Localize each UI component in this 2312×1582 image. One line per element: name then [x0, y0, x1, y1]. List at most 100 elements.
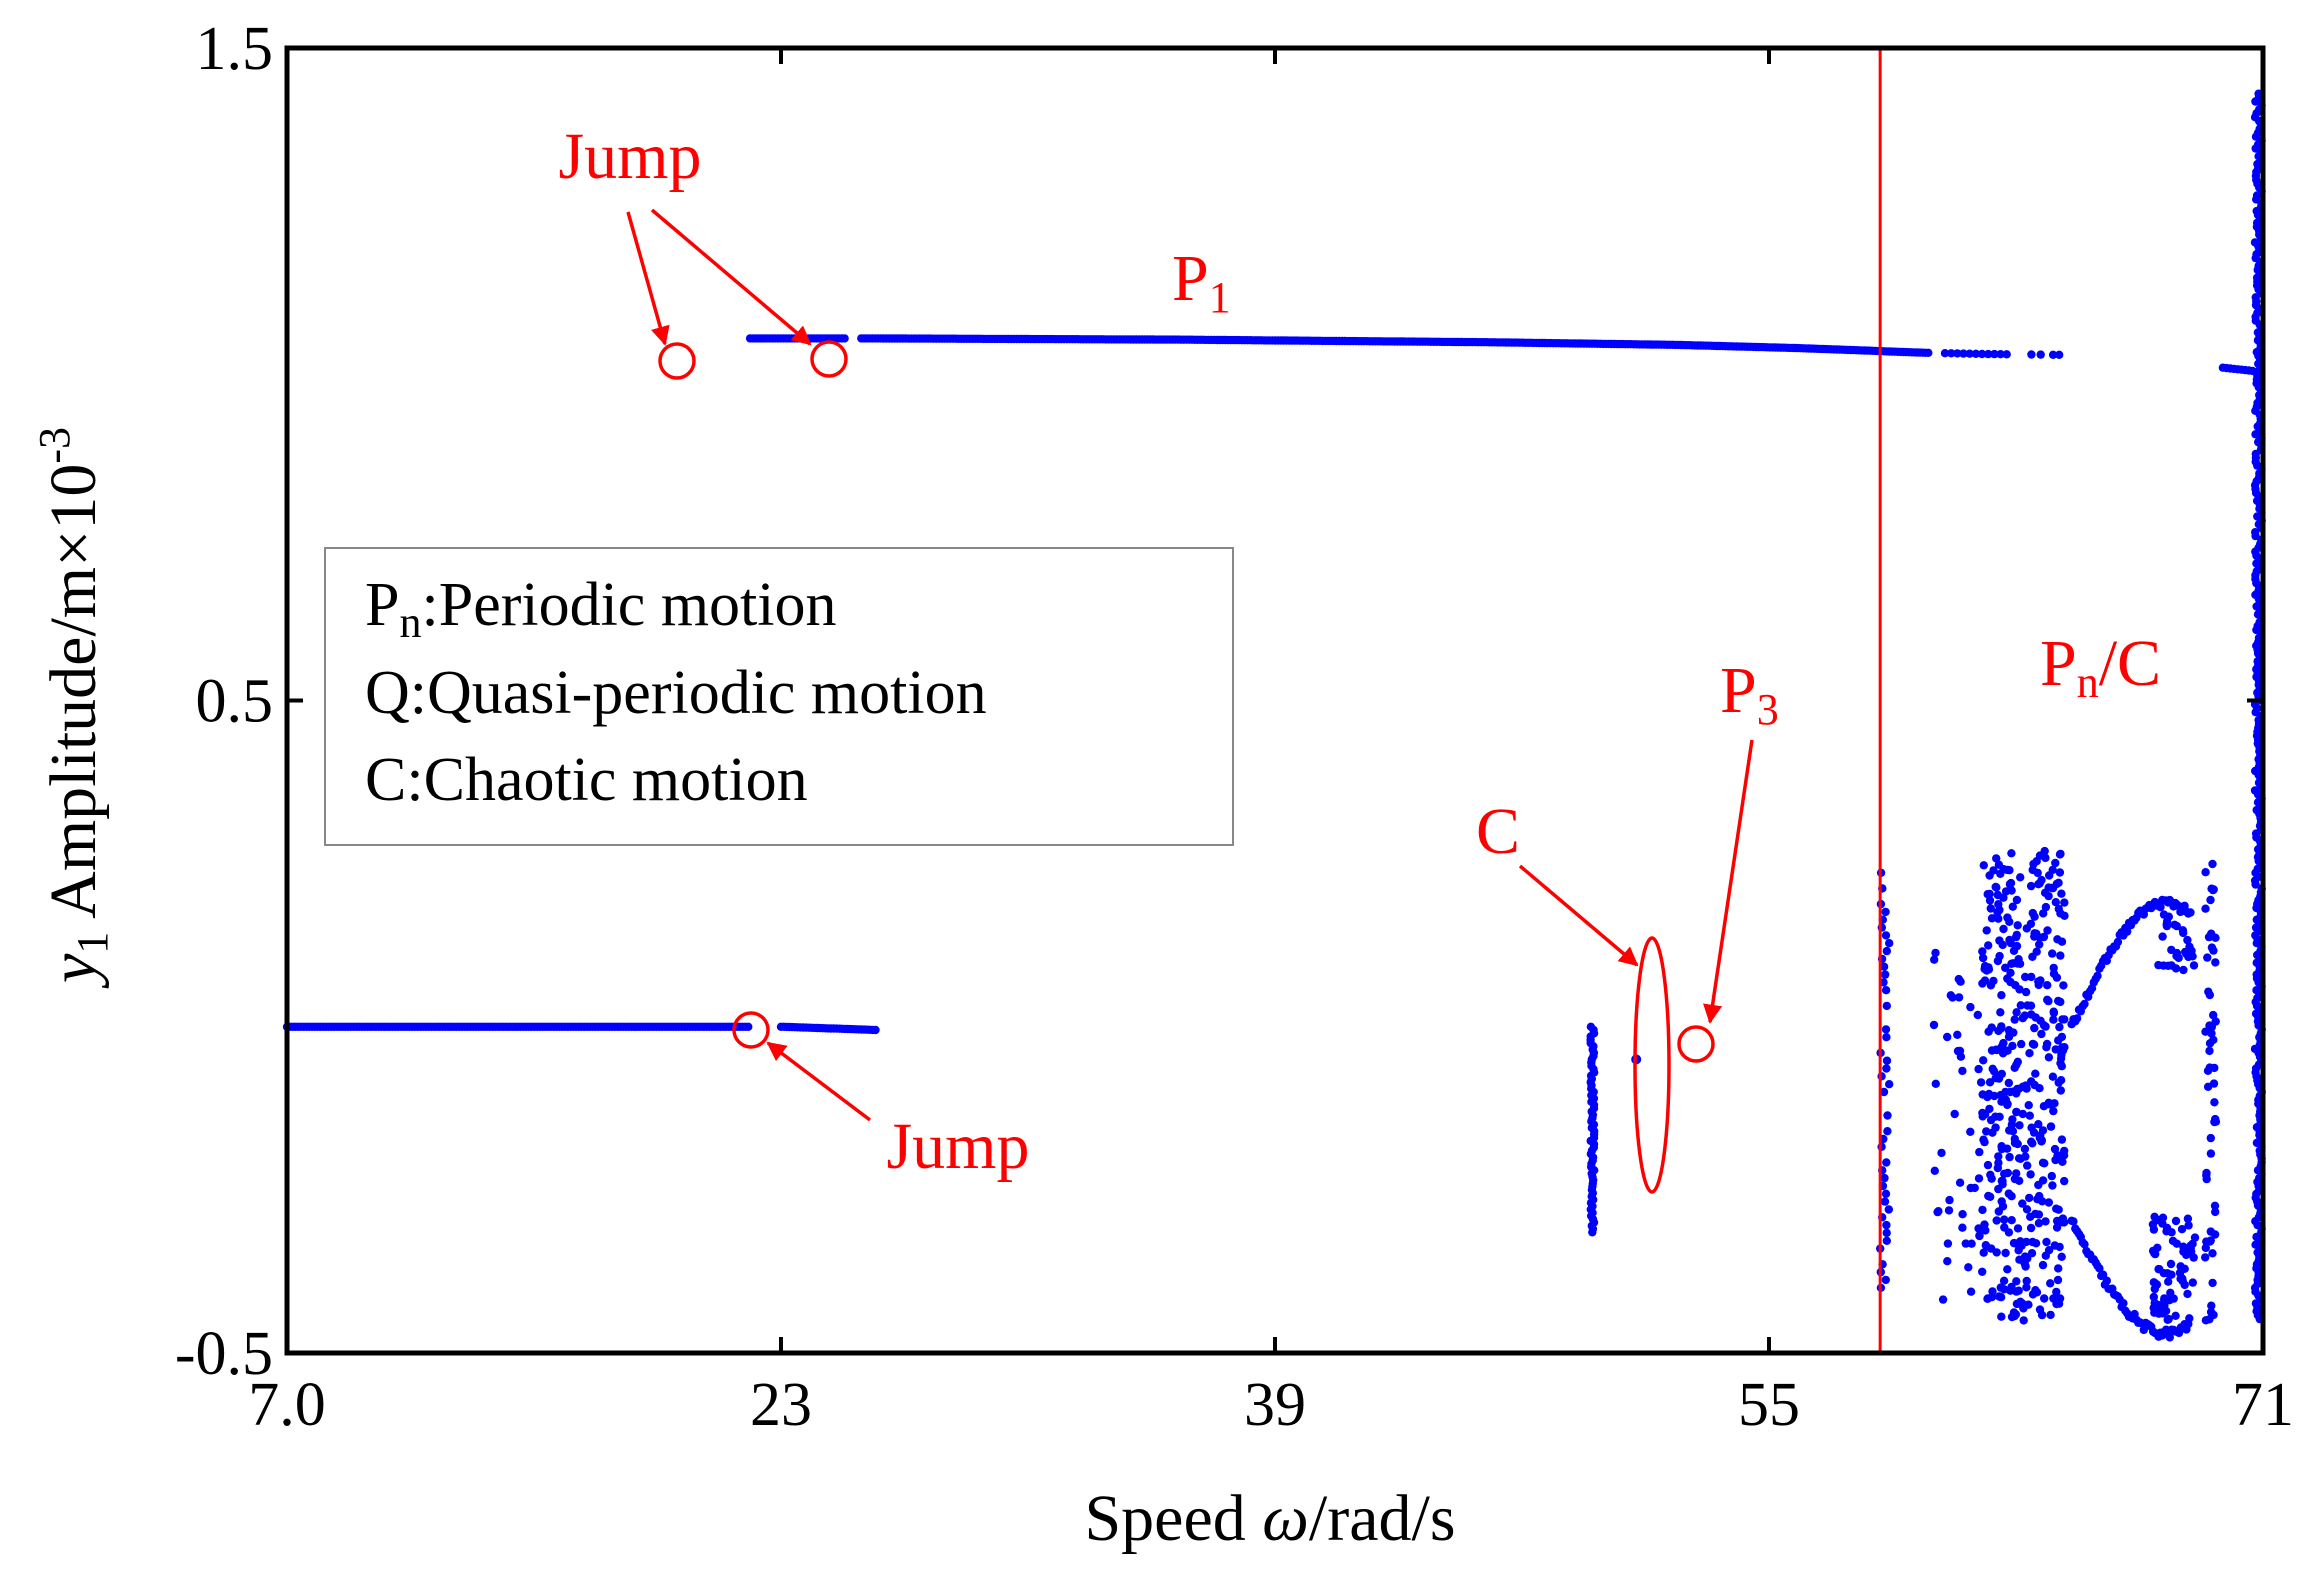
pn-point [2027, 1137, 2036, 1146]
series-point [1953, 349, 1962, 358]
pn-point [1997, 991, 2006, 1000]
y-axis-title: y1 Amplitude/m×10-3 [30, 427, 117, 989]
pn-point [2208, 1249, 2217, 1258]
pn-point [1996, 1008, 2005, 1017]
arrow-jump-upper-right [650, 208, 812, 346]
pn-point [2051, 898, 2060, 907]
pn-point [1881, 1025, 1891, 1034]
pn-point [2058, 1046, 2068, 1055]
pn-point [2014, 1286, 2023, 1295]
y-tick-label: -0.5 [175, 1320, 273, 1388]
pn-point [2013, 921, 2022, 930]
pn-point [1992, 1216, 2001, 1225]
pn-point [2080, 999, 2089, 1009]
pn-point [2011, 981, 2020, 990]
pn-point [2048, 1072, 2058, 1081]
pn-point [2005, 917, 2014, 926]
pn-point [1882, 1064, 1891, 1073]
pn-point [1882, 1056, 1892, 1065]
pn-point [2018, 1199, 2027, 1208]
pn-point [2185, 1314, 2194, 1323]
pn-point [1994, 860, 2004, 869]
x-tick-label: 23 [750, 1371, 812, 1439]
pn-point [1881, 1275, 1891, 1285]
y-tick-label: 0.5 [196, 668, 274, 736]
pn-point [1974, 1064, 1983, 1074]
pn-point [1985, 871, 1994, 880]
pn-point [2026, 881, 2036, 891]
arrow-jump-lower [766, 1041, 872, 1122]
pn-point [2203, 953, 2212, 962]
pn-point [2043, 926, 2052, 935]
pn-point [1986, 904, 1996, 913]
pn-point [1996, 1293, 2006, 1302]
pn-point [2208, 859, 2217, 869]
pn-point [2183, 1214, 2193, 1223]
pn-point [2042, 1039, 2052, 1049]
pn-point [1982, 926, 1991, 935]
pn-point [2049, 1294, 2058, 1303]
pn-point [1930, 955, 1939, 964]
pn-point [2044, 1198, 2053, 1207]
pn-point [2051, 858, 2060, 868]
pn-point [2020, 1011, 2030, 1020]
series-point [1984, 349, 1993, 359]
legend: Pn:Periodic motion Q:Quasi-periodic moti… [324, 547, 1234, 846]
pn-point [2210, 1201, 2220, 1211]
pn-point [2052, 1216, 2062, 1226]
pn-point [2018, 1109, 2028, 1119]
pn-point [1986, 1192, 1995, 1202]
arrow-jump-upper-left [626, 211, 670, 346]
chaos-point [1588, 1228, 1597, 1237]
pn-point [2150, 1249, 2159, 1258]
pn-point [1938, 1295, 1948, 1304]
pn-point [2210, 1098, 2219, 1107]
pn-point [2008, 902, 2018, 911]
pn-point [2069, 1217, 2078, 1226]
pn-point [1931, 948, 1940, 958]
pn-point [1978, 979, 1987, 988]
pn-point [1882, 1228, 1891, 1238]
pn-point [2189, 1253, 2198, 1262]
pn-point [1990, 1091, 1999, 1101]
pn-point [1954, 974, 1964, 984]
pn-point [2021, 987, 2031, 997]
pn-point [2046, 1310, 2055, 1320]
pn-point [1995, 951, 2004, 961]
pn-point [2012, 930, 2022, 940]
pn-point [2049, 963, 2058, 973]
pn-point [2057, 1135, 2067, 1144]
pn-point [2171, 1311, 2180, 1321]
pn-point [1983, 1294, 1993, 1303]
pn-point [2056, 909, 2065, 918]
pn-point [1983, 1160, 1993, 1170]
pn-point [2209, 1010, 2218, 1020]
series-point [871, 1025, 880, 1035]
pn-point [2019, 1316, 2028, 1325]
pn-point [1988, 1287, 1997, 1296]
pn-point [2025, 1111, 2035, 1120]
pn-point [2183, 935, 2192, 945]
pn-point [1996, 869, 2005, 878]
annotation-p1: P1 [1172, 242, 1231, 322]
pn-point [2029, 859, 2038, 869]
series-point [1959, 349, 1968, 358]
pn-point [2026, 1223, 2036, 1233]
series-point [1971, 349, 1981, 358]
pn-point [1979, 1248, 1988, 1257]
pn-point [1937, 1148, 1946, 1158]
p3-circle [1677, 1025, 1715, 1063]
pn-point [2000, 1169, 2009, 1179]
pn-point [2034, 1120, 2043, 1129]
pn-point [2008, 1041, 2017, 1051]
pn-point [2176, 907, 2185, 917]
pn-point [1974, 1224, 1983, 1233]
pn-point [2012, 895, 2022, 905]
pn-point [1882, 946, 1892, 956]
pn-point [1994, 914, 2003, 923]
pn-point [1994, 1184, 2003, 1194]
pn-point [1984, 1027, 1993, 1036]
pn-point [2163, 1315, 2172, 1325]
pn-point [2190, 1233, 2200, 1242]
jump-circle-upper-right [810, 340, 848, 378]
